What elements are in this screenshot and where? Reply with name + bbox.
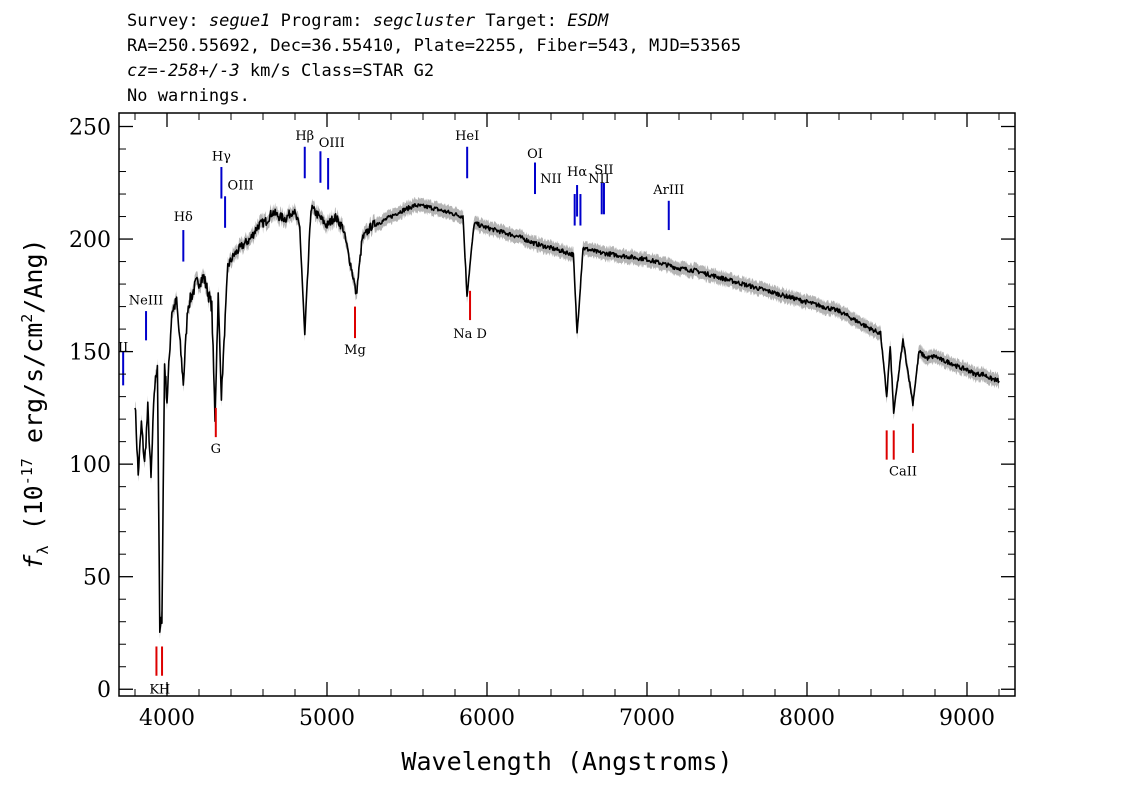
y-title-sq: 2 bbox=[18, 314, 36, 323]
y-axis-title: fλ (10-17 erg/s/cm2/Ang) bbox=[18, 238, 52, 569]
absorption-line-label: Na D bbox=[453, 327, 487, 342]
x-tick-label: 8000 bbox=[779, 706, 835, 731]
y-title-units: erg/s/cm bbox=[19, 323, 48, 458]
target-label: Target: bbox=[485, 11, 557, 31]
header-line-4: No warnings. bbox=[127, 86, 250, 106]
x-tick-label: 5000 bbox=[299, 706, 355, 731]
y-title-exp: -17 bbox=[18, 458, 36, 485]
header-line-3: cz=-258+/-3 km/s Class=STAR G2 bbox=[127, 61, 434, 81]
x-axis-title: Wavelength (Angstroms) bbox=[401, 747, 732, 776]
cz-value: -258+/-3 bbox=[157, 61, 240, 81]
x-tick-label: 7000 bbox=[619, 706, 675, 731]
cz-label: cz= bbox=[127, 61, 158, 81]
x-tick-label: 6000 bbox=[459, 706, 515, 731]
y-tick-label: 0 bbox=[97, 678, 111, 703]
emission-line-label: Hδ bbox=[174, 210, 193, 225]
target-value: ESDM bbox=[567, 11, 609, 31]
emission-line-label: OI bbox=[527, 147, 543, 162]
spectrum-line bbox=[134, 203, 1000, 634]
program-label: Program: bbox=[280, 11, 363, 31]
y-tick-label: 150 bbox=[69, 341, 111, 366]
cz-rest: km/s Class=STAR G2 bbox=[239, 61, 435, 81]
survey-value: segue1 bbox=[208, 11, 271, 31]
emission-line-label: HeI bbox=[455, 129, 479, 144]
emission-line-label: ArIII bbox=[652, 183, 684, 198]
program-value: segcluster bbox=[372, 11, 476, 31]
emission-line-label: OIII bbox=[228, 179, 254, 194]
y-tick-label: 100 bbox=[69, 453, 111, 478]
plot-frame bbox=[118, 112, 1016, 697]
error-band bbox=[135, 197, 999, 639]
y-title-lambda: λ bbox=[34, 545, 52, 554]
emission-line-label: II bbox=[118, 341, 128, 356]
y-tick-label: 250 bbox=[69, 116, 111, 141]
y-tick-label: 200 bbox=[69, 228, 111, 253]
header-line-1: Survey: segue1 Program: segcluster Targe… bbox=[127, 11, 608, 31]
emission-line-label: NII bbox=[588, 172, 610, 187]
emission-line-label: Hα bbox=[567, 165, 587, 180]
header-line-2: RA=250.55692, Dec=36.55410, Plate=2255, … bbox=[127, 36, 742, 56]
absorption-line-label: K bbox=[149, 683, 159, 698]
x-tick-label: 9000 bbox=[939, 706, 995, 731]
absorption-line-label: CaII bbox=[889, 464, 917, 479]
emission-line-label: NeIII bbox=[129, 293, 163, 308]
emission-line-label: NII bbox=[540, 172, 562, 187]
absorption-line-label: H bbox=[159, 683, 170, 698]
y-tick-label: 50 bbox=[83, 566, 111, 591]
emission-line-label: OIII bbox=[319, 136, 345, 151]
survey-label: Survey: bbox=[127, 11, 199, 31]
absorption-line-label: G bbox=[211, 442, 221, 457]
y-title-end: /Ang) bbox=[19, 238, 48, 313]
y-title-f: f bbox=[19, 554, 48, 570]
x-tick-label: 4000 bbox=[139, 706, 195, 731]
y-title-scale: (10 bbox=[19, 485, 48, 545]
absorption-line-label: Mg bbox=[344, 343, 366, 358]
emission-line-label: SII bbox=[594, 163, 613, 178]
emission-line-label: Hγ bbox=[212, 149, 231, 164]
emission-line-label: Hβ bbox=[295, 129, 314, 144]
